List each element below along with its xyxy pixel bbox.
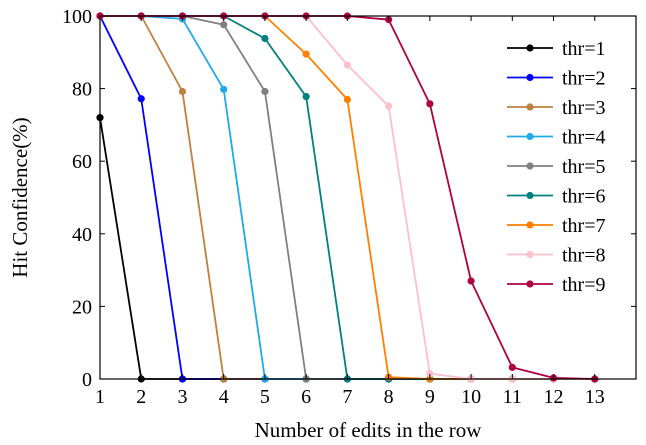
x-tick-label: 2 [136,386,146,408]
data-point [426,100,434,108]
legend-item: thr=7 [507,215,606,237]
legend-swatch-marker [526,221,534,229]
y-axis-label: Hit Confidence(%) [8,117,32,277]
legend-label: thr=9 [562,274,606,296]
data-point [261,34,269,43]
legend-label: thr=5 [562,156,606,178]
legend-item: thr=4 [507,127,606,149]
data-point [220,21,228,29]
legend-label: thr=6 [562,186,606,208]
x-tick-label: 1 [95,386,105,408]
legend-label: thr=7 [562,215,606,237]
legend-swatch-marker [526,162,534,170]
legend-swatch-marker [526,250,534,259]
legend-swatch-marker [526,280,534,288]
data-point [385,102,393,110]
legend-item: thr=5 [507,156,606,178]
x-tick-label: 7 [342,386,352,408]
data-point [220,85,228,93]
legend-swatch-marker [526,73,534,82]
legend-item: thr=6 [507,186,606,208]
x-tick-label: 11 [503,386,522,408]
data-point [343,95,351,104]
legend-label: thr=2 [562,68,606,90]
y-tick-label: 40 [72,224,92,246]
data-point [137,95,145,103]
x-tick-label: 10 [461,386,481,408]
plot-lines [96,12,599,383]
x-tick-label: 6 [301,386,311,408]
data-point [302,50,310,58]
legend-item: thr=3 [507,97,606,119]
data-point [508,363,516,371]
x-tick-label: 8 [384,386,394,408]
legend-label: thr=8 [562,245,606,267]
series-line [99,117,595,380]
legend-label: thr=3 [562,97,606,119]
y-tick-label: 80 [72,79,92,101]
x-tick-label: 5 [260,386,270,408]
x-tick-label: 9 [425,386,435,408]
legend: thr=1 thr=2 thr=3 thr=4 thr=5 thr=6 thr=7 thr=8… [507,38,606,296]
legend-item: thr=8 [507,245,606,267]
data-point [426,369,434,378]
plot-frame [99,15,637,380]
x-tick-label: 12 [544,386,564,408]
legend-label: thr=1 [562,38,606,60]
series-line [99,15,595,380]
legend-item: thr=9 [507,274,606,296]
y-tick-label: 100 [62,6,92,28]
data-point [178,87,187,96]
x-axis-label: Number of edits in the row [255,418,483,442]
series-thr-1 [96,114,599,383]
legend-swatch-marker [526,44,534,52]
x-tick-label: 13 [585,386,605,408]
legend-label: thr=4 [562,127,606,149]
legend-item: thr=1 [507,38,606,60]
series-thr-8 [96,12,599,383]
legend-swatch-marker [526,103,534,111]
y-tick-label: 0 [82,369,92,391]
x-axis-ticks: 1 2 3 4 5 6 7 8 9 10 11 12 13 [95,16,605,408]
x-tick-label: 3 [177,386,187,408]
data-point [261,87,269,96]
x-tick-label: 4 [219,386,229,408]
data-point [467,277,475,285]
y-axis-ticks: 0 20 40 60 80 100 [62,6,636,391]
y-tick-label: 60 [72,151,92,173]
legend-item: thr=2 [507,68,606,90]
y-tick-label: 20 [72,296,92,318]
legend-swatch-marker [526,132,534,141]
legend-swatch-marker [526,191,534,200]
data-point [343,61,351,69]
data-point [302,92,310,101]
